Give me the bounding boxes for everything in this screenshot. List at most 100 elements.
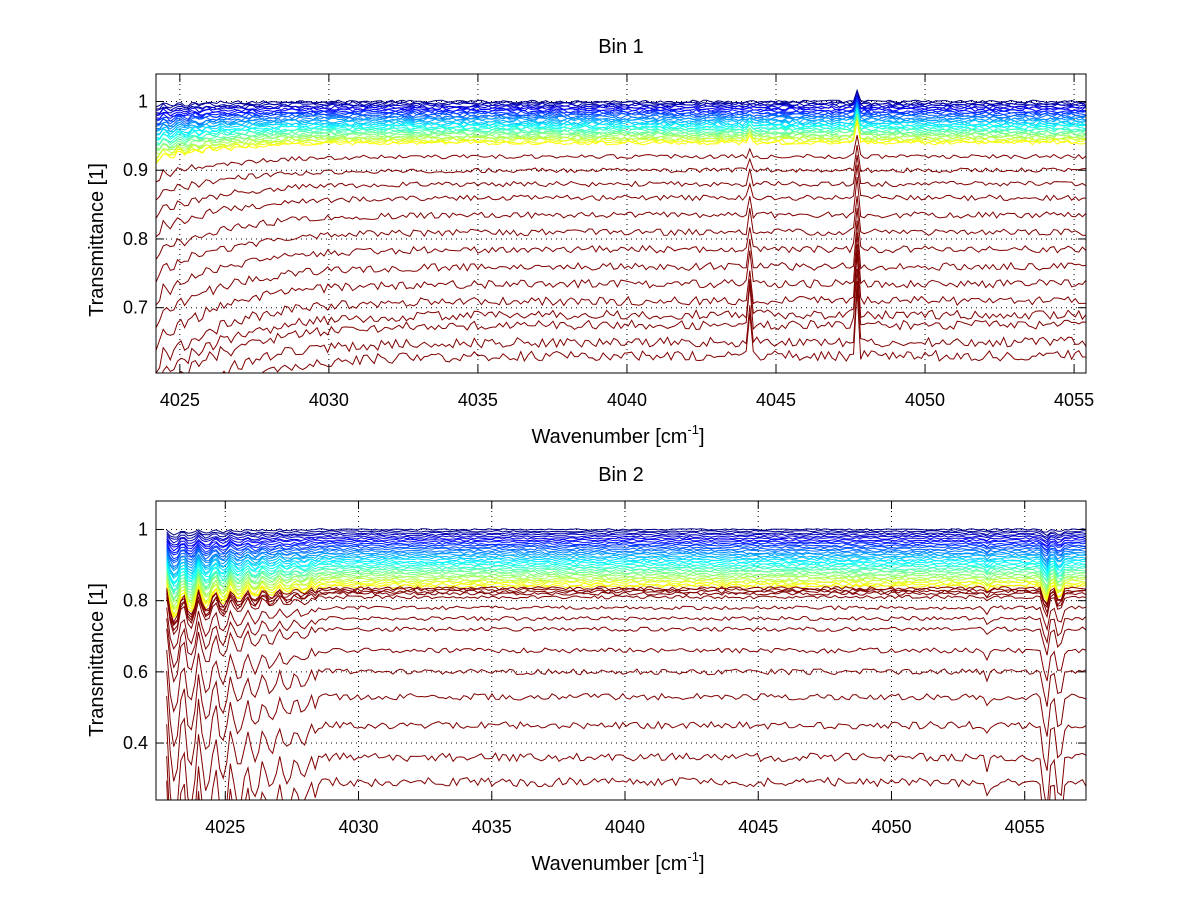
spectrum-line — [156, 96, 1086, 120]
spectrum-line — [161, 253, 1086, 373]
spectrum-line — [156, 114, 1086, 150]
spectrum-line — [166, 585, 1086, 624]
spectrum-line — [156, 195, 1086, 283]
spectrum-line — [166, 692, 1086, 782]
spectrum-line — [166, 535, 1086, 546]
spectrum-line — [166, 558, 1086, 580]
spectrum-line — [166, 579, 1086, 611]
spectrum-line — [166, 720, 1086, 800]
spectrum-line — [156, 232, 1086, 351]
x-tick-label: 4030 — [309, 390, 349, 410]
spectrum-line — [166, 573, 1086, 603]
spectrum-line — [166, 668, 1086, 747]
spectrum-line — [166, 549, 1086, 568]
y-tick-label: 0.6 — [123, 662, 148, 682]
x-axis-ticks: 4025 4030 4035 4040 4045 4050 4055 — [205, 501, 1045, 837]
spectrum-line — [166, 536, 1086, 548]
spectrum-line — [166, 543, 1086, 560]
y-axis-ticks: 0.7 0.8 0.9 1 — [123, 91, 1086, 318]
x-tick-label: 4030 — [338, 817, 378, 837]
spectrum-line — [156, 135, 1086, 183]
x-tick-label: 4050 — [871, 817, 911, 837]
y-tick-label: 1 — [138, 91, 148, 111]
x-tick-label: 4055 — [1005, 817, 1045, 837]
spectrum-line — [166, 551, 1086, 570]
spectrum-line — [156, 108, 1086, 140]
spectrum-line — [156, 220, 1086, 329]
series-group — [166, 528, 1086, 800]
spectrum-line — [166, 559, 1086, 584]
x-tick-label: 4040 — [607, 390, 647, 410]
x-tick-label: 4025 — [205, 817, 245, 837]
spectrum-line — [166, 776, 1086, 800]
y-tick-label: 0.4 — [123, 733, 148, 753]
y-tick-label: 0.7 — [123, 298, 148, 318]
spectrum-line — [156, 99, 1086, 125]
spectrum-line — [156, 113, 1086, 147]
spectrum-line — [166, 589, 1086, 627]
spectrum-line — [156, 154, 1086, 219]
y-axis-ticks: 0.4 0.6 0.8 1 — [123, 519, 1086, 753]
spectrum-line — [156, 113, 1086, 145]
spectrum-line — [156, 119, 1086, 155]
spectrum-line — [166, 591, 1086, 632]
spectrum-line — [166, 752, 1086, 800]
spectrum-line — [156, 177, 1086, 260]
chart-title: Bin 1 — [598, 36, 644, 58]
y-tick-label: 0.8 — [123, 591, 148, 611]
spectrum-line — [166, 572, 1086, 602]
spectrum-line — [156, 107, 1086, 136]
spectrum-line — [166, 533, 1086, 544]
spectrum-line — [166, 563, 1086, 587]
spectrum-line — [156, 145, 1086, 201]
spectrum-line — [166, 538, 1086, 552]
spectrum-line — [166, 554, 1086, 576]
x-tick-label: 4045 — [738, 817, 778, 837]
chart-panel-bin-1: Bin 1 4025 4030 4035 4040 4045 4050 4055 0.70.… — [86, 36, 1094, 448]
spectrum-line — [261, 289, 1086, 373]
plot-frame — [155, 500, 1087, 801]
y-tick-label: 0.9 — [123, 160, 148, 180]
spectrum-line — [156, 94, 1086, 117]
spectrum-line — [166, 528, 1086, 536]
x-tick-label: 4035 — [458, 390, 498, 410]
spectrum-line — [166, 529, 1086, 538]
x-tick-label: 4055 — [1054, 390, 1094, 410]
y-tick-label: 1 — [138, 519, 148, 539]
y-axis-label: Transmittance [1] — [86, 163, 108, 317]
spectrum-line — [156, 105, 1086, 133]
x-axis-label: Wavenumber [cm-1] — [531, 422, 704, 448]
x-axis-label: Wavenumber [cm-1] — [531, 849, 704, 875]
spectrum-line — [166, 545, 1086, 562]
spectrum-line — [166, 615, 1086, 669]
spectrum-line — [156, 208, 1086, 306]
x-tick-label: 4040 — [605, 817, 645, 837]
spectrum-line — [156, 120, 1086, 163]
spectrum-line — [221, 280, 1086, 373]
plot-frame — [155, 73, 1087, 374]
series-group — [156, 88, 1086, 373]
spectrum-line — [156, 89, 1086, 112]
spectrum-line — [166, 605, 1086, 650]
spectrum-line — [156, 244, 1086, 373]
x-axis-ticks: 4025 4030 4035 4040 4045 4050 4055 — [160, 74, 1094, 410]
y-axis-label: Transmittance [1] — [86, 583, 108, 737]
spectrum-line — [166, 556, 1086, 578]
spectrum-line — [166, 575, 1086, 608]
spectrum-line — [178, 268, 1086, 373]
spectrum-line — [166, 647, 1086, 714]
spectrum-line — [156, 119, 1086, 159]
x-tick-label: 4025 — [160, 390, 200, 410]
spectrum-line — [166, 626, 1086, 684]
spectrum-line — [166, 547, 1086, 564]
spectrum-line — [156, 120, 1086, 165]
spectrum-line — [166, 552, 1086, 572]
spectrum-line — [156, 89, 1086, 110]
y-tick-label: 0.8 — [123, 229, 148, 249]
x-tick-label: 4045 — [756, 390, 796, 410]
x-tick-label: 4050 — [905, 390, 945, 410]
spectrum-line — [166, 540, 1086, 554]
spectrum-line — [166, 531, 1086, 540]
spectrum-line — [166, 542, 1086, 556]
spectrum-line — [156, 102, 1086, 130]
